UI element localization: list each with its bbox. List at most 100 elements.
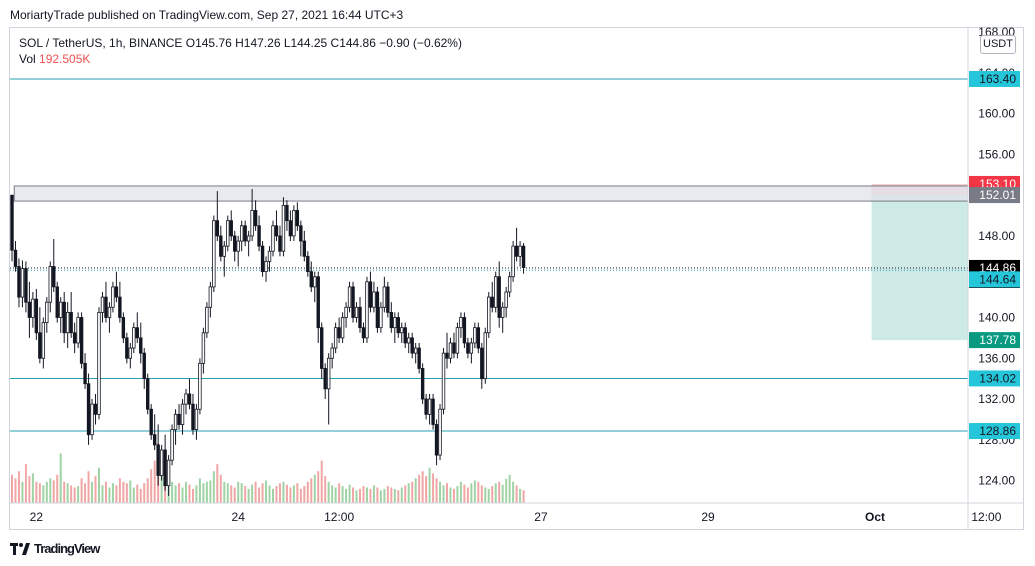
candle-body <box>180 403 185 425</box>
volume-bar <box>70 485 73 503</box>
volume-bar <box>104 481 107 503</box>
candle-body <box>59 301 63 318</box>
volume-bar <box>73 487 76 503</box>
volume-bar <box>477 481 480 503</box>
volume-bar <box>296 483 299 503</box>
volume-bar <box>272 488 274 503</box>
candle-body <box>24 268 28 303</box>
candle-body <box>462 317 467 344</box>
candle-body <box>264 261 268 273</box>
volume-bar <box>303 486 306 503</box>
volume-bar <box>393 488 396 503</box>
volume-bar <box>251 484 254 503</box>
candle-body <box>379 306 383 329</box>
candle-body <box>156 444 160 476</box>
candle-body <box>316 276 320 329</box>
candle-body <box>292 210 296 237</box>
candle-body <box>69 311 73 334</box>
volume-bar <box>223 481 226 503</box>
volume-bar <box>331 485 334 503</box>
candle-body <box>187 393 192 405</box>
volume-bar <box>491 486 494 503</box>
volume-bar <box>45 481 48 503</box>
volume-bar <box>42 485 45 503</box>
volume-bar <box>299 488 302 503</box>
volume-bar <box>463 484 466 503</box>
volume-bar <box>334 487 337 503</box>
x-tick-label: 29 <box>701 510 715 524</box>
candle-body <box>410 337 414 354</box>
x-tick-label: 22 <box>30 510 44 524</box>
candle-body <box>149 408 153 436</box>
volume-bar <box>111 483 114 503</box>
volume-bar <box>372 485 375 503</box>
candle-body <box>323 368 327 390</box>
volume-bar <box>38 483 41 503</box>
candle-body <box>455 327 460 354</box>
volume-bar <box>153 460 156 503</box>
volume-bar <box>418 474 421 503</box>
candle-body <box>407 337 411 344</box>
level-price-label-bg <box>969 423 1020 440</box>
volume-bar <box>202 483 205 503</box>
volume-bar <box>390 487 393 503</box>
candle-body <box>111 286 115 308</box>
candle-body <box>500 306 505 318</box>
candle-body <box>333 327 338 349</box>
y-tick-label: 124.00 <box>978 474 1015 488</box>
candle-body <box>118 296 122 318</box>
volume-bar <box>348 484 351 503</box>
volume-bar <box>435 478 438 503</box>
candle-body <box>431 398 435 425</box>
volume-bar <box>17 471 20 503</box>
volume-bar <box>258 487 261 503</box>
volume-bar <box>195 485 198 503</box>
candle-body <box>514 245 519 257</box>
volume-bar <box>376 487 379 503</box>
candle-body <box>62 301 66 334</box>
chart-frame[interactable] <box>9 27 1024 530</box>
candle-body <box>427 398 432 415</box>
candle-body <box>393 317 397 329</box>
candle-body <box>139 337 143 354</box>
volume-bar <box>473 480 476 503</box>
candle-body <box>79 317 84 364</box>
volume-bar <box>28 476 31 503</box>
volume-bar <box>66 483 69 503</box>
volume-bar <box>355 490 358 503</box>
volume-bar <box>459 481 462 503</box>
volume-bar <box>505 479 508 503</box>
currency-badge[interactable]: USDT <box>980 35 1016 54</box>
candle-body <box>236 240 240 252</box>
volume-bar <box>84 483 87 503</box>
volume-bar <box>91 481 94 503</box>
candle-body <box>52 266 56 288</box>
candle-body <box>48 266 52 303</box>
x-tick-label: 27 <box>534 510 548 524</box>
candle-body <box>358 306 362 329</box>
volume-bar <box>362 486 365 503</box>
candle-body <box>438 408 442 456</box>
candle-body <box>114 286 119 298</box>
volume-bar <box>21 481 24 503</box>
volume-bar <box>341 486 344 503</box>
footer-brand: TradingView <box>10 541 100 556</box>
volume-bar <box>94 476 97 503</box>
symbol-label[interactable]: SOL / TetherUS, 1h, BINANCE <box>19 36 183 50</box>
candle-body <box>274 225 279 237</box>
volume-bar <box>125 483 128 503</box>
candle-body <box>521 245 526 268</box>
volume-bar <box>432 473 435 503</box>
volume-bar <box>400 487 403 503</box>
volume-bar <box>185 481 187 503</box>
volume-bar <box>519 488 522 503</box>
volume-bar <box>411 481 414 503</box>
dotted-level-price-label: 144.64 <box>979 272 1016 286</box>
volume-bar <box>181 487 184 503</box>
candle-body <box>173 413 178 431</box>
volume-bar <box>501 484 504 503</box>
y-tick-label: 132.00 <box>978 392 1015 406</box>
candle-body <box>309 271 313 288</box>
candle-body <box>271 225 275 252</box>
